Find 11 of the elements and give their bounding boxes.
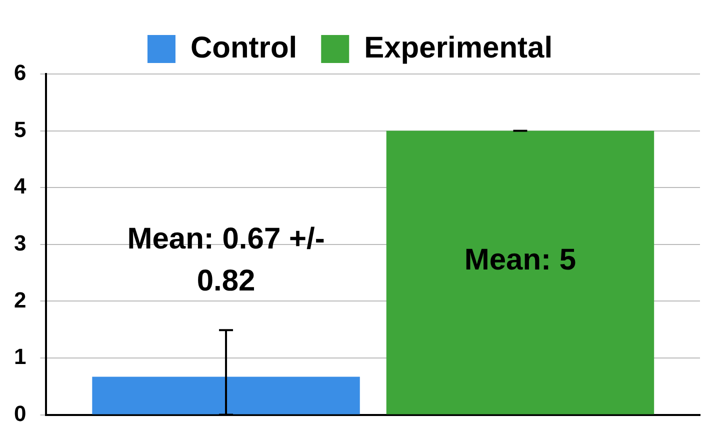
annotation: Mean: 5 bbox=[464, 244, 576, 277]
annotation: Mean: 0.67 +/- 0.82 bbox=[127, 222, 325, 298]
legend-label: Control bbox=[190, 31, 298, 64]
y-tick-label: 6 bbox=[14, 60, 26, 86]
legend-label: Experimental bbox=[364, 31, 553, 64]
y-tick-label: 1 bbox=[14, 344, 26, 370]
y-tick-label: 4 bbox=[14, 174, 27, 199]
y-tick-label: 0 bbox=[14, 400, 26, 426]
y-tick-label: 5 bbox=[14, 116, 26, 142]
y-tick-label: 2 bbox=[14, 287, 26, 312]
y-tick-label: 3 bbox=[14, 230, 26, 256]
